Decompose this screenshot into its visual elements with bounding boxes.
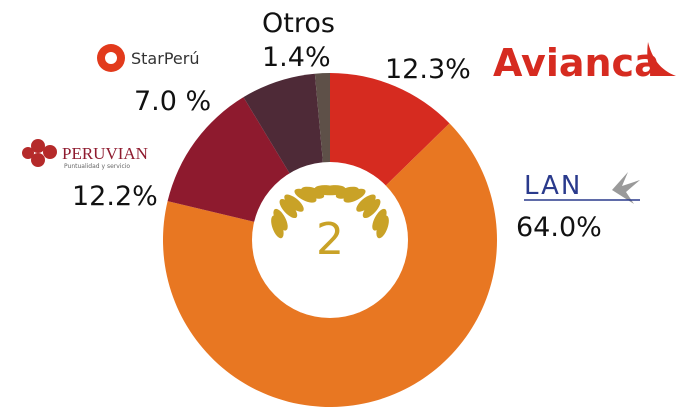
- laurel-leaf: [343, 188, 366, 203]
- value-label: 7.0 %: [134, 86, 211, 117]
- avianca-logo: Avianca: [493, 41, 660, 85]
- category-label: Otros: [262, 8, 335, 39]
- value-label: 1.4%: [262, 42, 331, 73]
- laurel-leaf: [279, 199, 298, 219]
- center-label: 2: [316, 214, 344, 265]
- value-label: 64.0%: [516, 212, 602, 243]
- laurel-leaf: [362, 199, 381, 219]
- lan-icon: [612, 172, 640, 204]
- value-label: 12.2%: [72, 181, 158, 212]
- starperu-icon-center: [105, 52, 117, 64]
- peruvian-tagline: Puntualidad y servicio: [64, 163, 130, 170]
- laurel-wreath: [271, 185, 389, 239]
- laurel-leaf: [271, 215, 284, 239]
- laurel-leaf: [372, 208, 387, 231]
- starperu-logo: StarPerú: [131, 49, 199, 68]
- laurel-leaf: [321, 185, 346, 196]
- avianca-icon: [647, 42, 676, 76]
- laurel-leaf: [376, 215, 389, 239]
- laurel-leaf: [301, 186, 325, 199]
- laurel-leaf: [335, 186, 359, 199]
- lan-logo: LAN: [524, 171, 582, 201]
- laurel-leaf: [273, 208, 288, 231]
- laurel-leaf: [294, 188, 317, 203]
- value-label: 12.3%: [385, 54, 471, 85]
- laurel-leaf: [356, 194, 376, 212]
- peruvian-icon: [22, 139, 57, 167]
- peruvian-logo: PERUVIAN: [62, 144, 148, 163]
- laurel-leaf: [284, 194, 304, 212]
